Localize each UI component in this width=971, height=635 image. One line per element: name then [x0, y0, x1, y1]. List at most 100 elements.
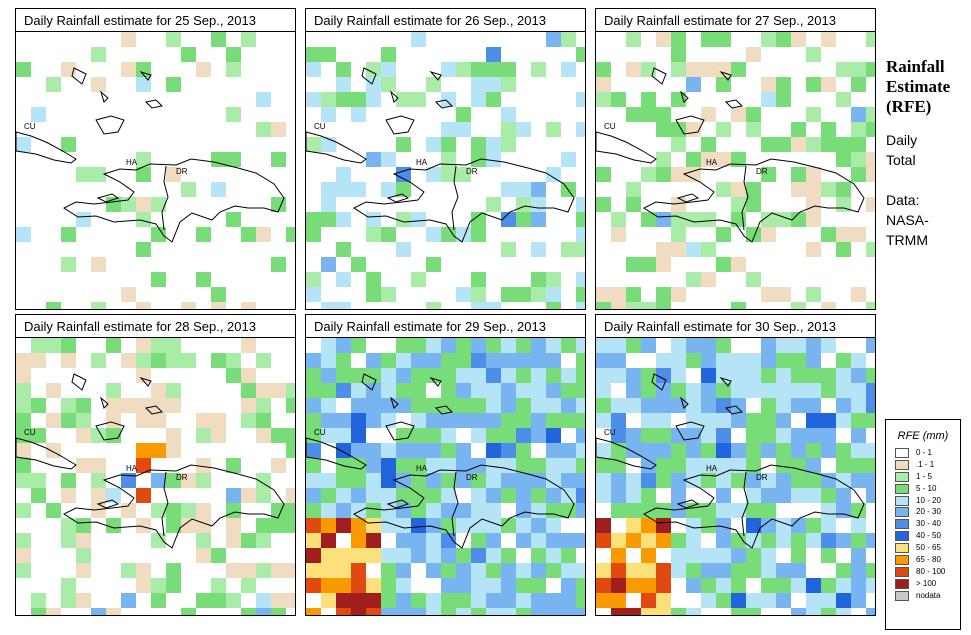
- island-coastline: [96, 193, 120, 203]
- rainfall-cell: [516, 413, 531, 428]
- island-coastline: [675, 115, 705, 135]
- rainfall-cell: [211, 287, 226, 302]
- rainfall-cell: [851, 62, 866, 77]
- rainfall-cell: [411, 593, 426, 608]
- rainfall-cell: [121, 32, 136, 47]
- rainfall-cell: [471, 563, 486, 578]
- rainfall-cell: [426, 413, 441, 428]
- rainfall-cell: [716, 182, 731, 197]
- legend-swatch: [895, 519, 909, 530]
- rainfall-cell: [701, 548, 716, 563]
- legend-label: 50 - 65: [916, 543, 941, 553]
- rainfall-cell: [306, 92, 321, 107]
- hispaniola-coastline: [352, 158, 575, 243]
- rainfall-cell: [241, 608, 256, 615]
- rainfall-cell: [501, 287, 516, 302]
- rainfall-cell: [746, 458, 761, 473]
- rainfall-cell: [746, 608, 761, 615]
- rainfall-cell: [576, 92, 585, 107]
- rainfall-cell: [321, 92, 336, 107]
- rainfall-cell: [456, 62, 471, 77]
- rainfall-cell: [321, 368, 336, 383]
- rainfall-cell: [336, 503, 351, 518]
- rainfall-cell: [836, 563, 851, 578]
- rainfall-cell: [866, 563, 875, 578]
- rainfall-cell: [121, 473, 136, 488]
- rainfall-cell: [61, 593, 76, 608]
- rainfall-cell: [731, 62, 746, 77]
- rainfall-cell: [426, 353, 441, 368]
- rainfall-cell: [441, 368, 456, 383]
- rainfall-cell: [531, 197, 546, 212]
- rainfall-cell: [626, 473, 641, 488]
- island-coastline: [651, 373, 667, 391]
- rainfall-cell: [166, 338, 181, 353]
- rainfall-cell: [396, 167, 411, 182]
- rainfall-cell: [471, 227, 486, 242]
- rainfall-cell: [761, 287, 776, 302]
- rainfall-cell: [196, 473, 211, 488]
- island-coastline: [139, 377, 152, 387]
- rainfall-cell: [731, 593, 746, 608]
- rainfall-cell: [836, 368, 851, 383]
- rainfall-cell: [806, 443, 821, 458]
- rainfall-cell: [91, 473, 106, 488]
- rainfall-cell: [286, 518, 295, 533]
- rainfall-cell: [596, 563, 611, 578]
- rainfall-cell: [761, 227, 776, 242]
- rainfall-cell: [656, 413, 671, 428]
- rainfall-cell: [671, 197, 686, 212]
- rainfall-cell: [486, 413, 501, 428]
- rainfall-cell: [211, 593, 226, 608]
- rainfall-cell: [336, 62, 351, 77]
- rainfall-cell: [336, 368, 351, 383]
- rainfall-cell: [546, 383, 561, 398]
- rainfall-cell: [366, 227, 381, 242]
- island-coastline: [651, 67, 667, 85]
- country-label-haiti: HA: [706, 464, 718, 473]
- rainfall-cell: [471, 62, 486, 77]
- legend-swatch: [895, 543, 909, 554]
- rainfall-cell: [686, 443, 701, 458]
- rainfall-cell: [626, 32, 641, 47]
- rainfall-cell: [576, 272, 585, 287]
- country-label-cuba: CU: [604, 428, 616, 437]
- rainfall-cell: [441, 122, 456, 137]
- rainfall-cell: [576, 593, 585, 608]
- rainfall-cell: [321, 338, 336, 353]
- rainfall-cell: [836, 137, 851, 152]
- rainfall-cell: [271, 608, 286, 615]
- rainfall-cell: [76, 533, 91, 548]
- rainfall-cell: [746, 182, 761, 197]
- rainfall-cell: [456, 458, 471, 473]
- rainfall-cell: [641, 578, 656, 593]
- rainfall-cell: [396, 458, 411, 473]
- rainfall-cell: [321, 518, 336, 533]
- rainfall-cell: [366, 368, 381, 383]
- rainfall-cell: [486, 458, 501, 473]
- legend-swatch: [895, 531, 909, 542]
- rainfall-cell: [611, 398, 626, 413]
- rainfall-cell: [626, 488, 641, 503]
- rainfall-cell: [576, 287, 585, 302]
- rainfall-cell: [136, 578, 151, 593]
- rainfall-cell: [196, 458, 211, 473]
- rainfall-cell: [626, 368, 641, 383]
- rainfall-cell: [641, 458, 656, 473]
- rainfall-cell: [546, 443, 561, 458]
- rainfall-cell: [516, 398, 531, 413]
- rainfall-cell: [611, 458, 626, 473]
- rainfall-cell: [531, 608, 546, 615]
- rainfall-cell: [321, 548, 336, 563]
- legend-swatch: [895, 578, 909, 589]
- rainfall-cell: [306, 368, 321, 383]
- rainfall-cell: [611, 212, 626, 227]
- legend-item: 1 - 5: [886, 471, 960, 483]
- rainfall-cell: [576, 47, 585, 62]
- rainfall-cell: [471, 302, 486, 309]
- rainfall-cell: [46, 338, 61, 353]
- rainfall-cell: [641, 398, 656, 413]
- sidebar-source: Data: NASA- TRMM: [886, 190, 929, 250]
- rainfall-cell: [576, 488, 585, 503]
- rainfall-cell: [821, 578, 836, 593]
